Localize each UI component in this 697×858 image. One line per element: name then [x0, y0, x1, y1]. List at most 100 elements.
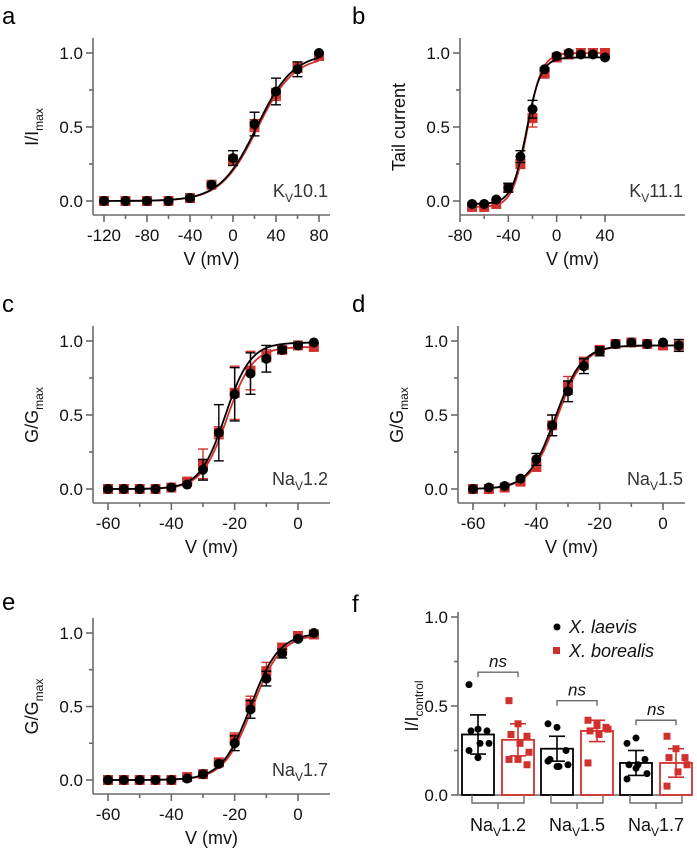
data-point	[563, 386, 573, 397]
data-point	[465, 747, 473, 754]
panel-f: f 0.0 0.5 1.0 I/Icontrol X. laevis X. borealis…	[352, 591, 693, 839]
x-tick-label: -40	[159, 514, 184, 533]
data-point	[213, 427, 224, 438]
data-point	[553, 763, 561, 771]
data-point	[468, 484, 478, 494]
legend-label-laevis: X. laevis	[568, 617, 637, 637]
data-point	[564, 761, 572, 769]
data-point	[673, 340, 684, 351]
significance-bracket	[556, 699, 598, 706]
data-point	[483, 727, 491, 735]
data-point	[578, 361, 589, 372]
data-point	[643, 770, 651, 778]
x-tick-label: -40	[496, 226, 521, 245]
category-bracket	[550, 795, 604, 804]
data-point	[479, 198, 490, 209]
x-axis-label: V (mv)	[185, 828, 238, 848]
y-axis-label: G/Gmax	[22, 387, 46, 443]
panel-e: e 0.0 0.5 1.0 -60 -40 -20 0 V (mv) G/Gmax NaV1.7	[2, 589, 330, 848]
fit-curve	[473, 344, 679, 490]
data-point	[595, 730, 603, 738]
data-point	[681, 754, 689, 762]
data-point	[505, 697, 513, 705]
category-label: NaV1.2	[470, 815, 526, 839]
series-laevis	[99, 48, 324, 206]
data-point	[642, 338, 653, 349]
data-point	[261, 353, 272, 364]
data-point	[663, 732, 671, 740]
series-borealis	[467, 48, 610, 212]
x-tick-label: -20	[222, 805, 247, 824]
series-laevis	[103, 628, 319, 785]
data-point	[683, 761, 691, 769]
data-point	[485, 739, 493, 747]
data-point	[476, 739, 484, 747]
x-axis-label: V (mv)	[545, 537, 598, 557]
data-point	[514, 755, 522, 763]
data-point	[539, 64, 550, 75]
y-tick-label: 0.5	[59, 118, 83, 137]
data-point	[134, 484, 145, 494]
data-point	[587, 49, 598, 60]
data-point	[632, 764, 640, 772]
data-point	[503, 182, 514, 193]
data-point	[314, 48, 324, 58]
legend-label-borealis: X. borealis	[568, 641, 654, 661]
category-bracket	[471, 795, 525, 804]
data-point	[544, 720, 552, 728]
channel-label: NaV1.5	[627, 469, 683, 493]
data-point	[228, 153, 238, 164]
x-tick-label: -60	[96, 514, 121, 533]
x-tick-label: 0	[552, 226, 561, 245]
data-point	[134, 775, 145, 785]
data-point	[516, 739, 524, 747]
data-point	[308, 337, 319, 348]
significance-bracket	[635, 719, 677, 726]
series-laevis	[468, 337, 684, 494]
x-tick-label: -80	[135, 226, 160, 245]
legend: X. laevis X. borealis	[553, 617, 654, 661]
data-point	[551, 50, 562, 61]
data-point	[163, 196, 174, 206]
category-bracket	[629, 795, 683, 804]
data-point	[182, 773, 193, 784]
data-point	[586, 727, 594, 735]
data-point	[641, 755, 649, 763]
panel-label: e	[2, 589, 15, 616]
x-tick-label: -60	[461, 514, 486, 533]
data-point	[465, 681, 473, 689]
data-point	[515, 159, 526, 169]
data-point	[610, 338, 621, 349]
x-tick-label: -40	[524, 514, 549, 533]
data-point	[474, 725, 482, 733]
data-point	[293, 633, 303, 644]
data-point	[118, 484, 129, 494]
category-label: NaV1.7	[628, 815, 684, 839]
data-point	[625, 761, 633, 769]
data-point	[563, 48, 574, 58]
data-point	[483, 482, 494, 493]
panel-b: b 0.0 0.5 1.0 -80 -40 0 40 V (mv) Tail current KV1…	[352, 3, 685, 269]
data-point	[623, 775, 631, 783]
x-tick-label: -40	[178, 226, 203, 245]
data-point	[229, 389, 240, 400]
data-point	[491, 194, 502, 205]
data-point	[553, 723, 561, 731]
y-axis-label: G/Gmax	[387, 387, 411, 443]
fit-curve	[473, 344, 679, 490]
x-tick-label: -20	[222, 514, 247, 533]
data-point	[663, 782, 671, 790]
panel-c: c 0.0 0.5 1.0 -60 -40 -20 0 V (mv) G/Gmax NaV1.2	[2, 291, 330, 557]
data-point	[292, 64, 303, 75]
x-axis-label: V (mV)	[184, 249, 240, 269]
data-point	[198, 464, 208, 475]
panel-label: f	[352, 591, 359, 618]
data-point	[575, 49, 586, 60]
data-point	[658, 337, 668, 348]
y-tick-label: 1.0	[426, 44, 450, 63]
channel-label: KV11.1	[629, 181, 683, 205]
panel-label: c	[2, 291, 14, 318]
fit-curve	[108, 346, 314, 490]
legend-marker-borealis	[553, 647, 560, 654]
